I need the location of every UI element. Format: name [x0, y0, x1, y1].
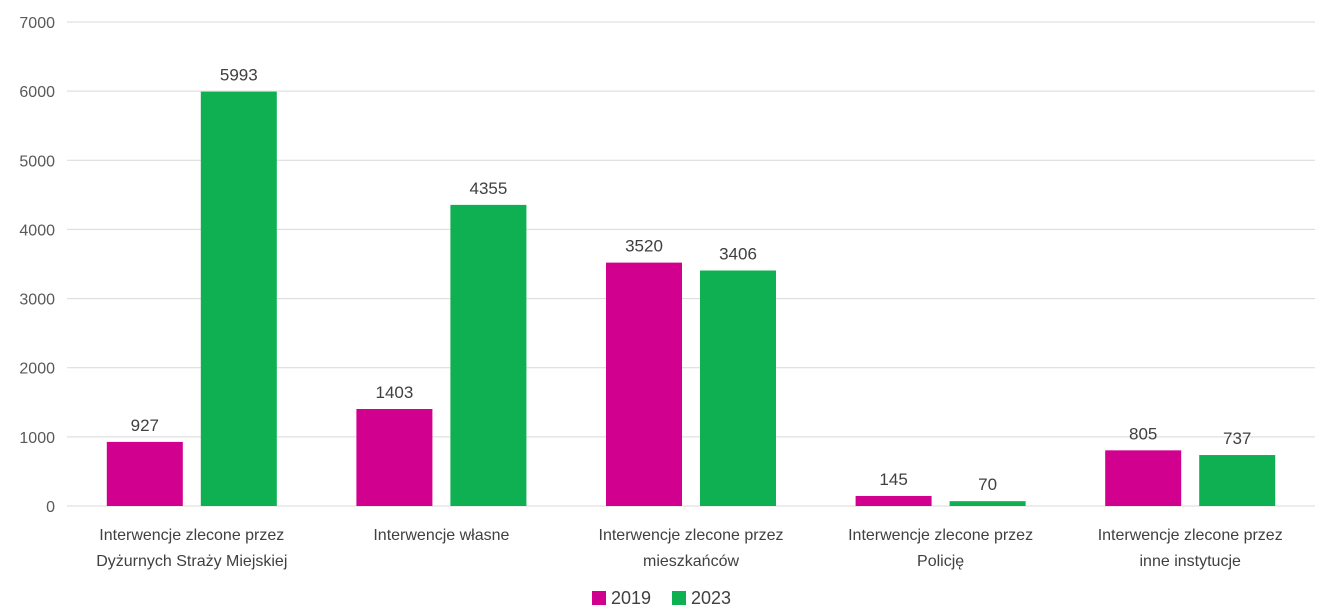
data-label: 145: [879, 470, 907, 489]
legend-swatch-2019: [592, 591, 606, 605]
x-category-label: inne instytucje: [1140, 553, 1241, 570]
bar-2019-cat0: [106, 441, 183, 506]
y-tick-label: 7000: [19, 15, 55, 32]
x-category-label: Interwencje zlecone przez: [1098, 527, 1283, 544]
y-tick-label: 4000: [19, 222, 55, 239]
bar-2023-cat4: [1199, 455, 1276, 506]
x-category-label: Policję: [917, 553, 964, 570]
data-label: 805: [1129, 424, 1157, 443]
legend-swatch-2023: [672, 591, 686, 605]
data-label: 3406: [719, 244, 757, 263]
y-tick-label: 0: [46, 499, 55, 516]
bar-2023-cat2: [700, 270, 776, 506]
y-tick-label: 5000: [19, 153, 55, 170]
x-category-label: Interwencje zlecone przez: [99, 527, 284, 544]
data-label: 3520: [625, 237, 663, 256]
y-tick-label: 1000: [19, 430, 55, 447]
data-label: 1403: [375, 383, 413, 402]
bar-2019-cat1: [356, 408, 433, 506]
x-category-label: Interwencje zlecone przez: [848, 527, 1033, 544]
data-label: 927: [131, 416, 159, 435]
bar-2023-cat1: [450, 204, 527, 506]
x-category-label: Interwencje własne: [373, 527, 509, 544]
data-label: 70: [978, 475, 997, 494]
bar-2019-cat2: [606, 262, 682, 506]
x-category-label: Dyżurnych Straży Miejskiej: [96, 553, 287, 570]
data-label: 737: [1223, 429, 1251, 448]
bar-2023-cat0: [200, 91, 277, 506]
bar-2023-cat3: [949, 501, 1026, 506]
legend-label: 2023: [691, 588, 731, 608]
data-label: 5993: [220, 66, 258, 85]
bar-2019-cat3: [855, 495, 932, 506]
y-tick-label: 2000: [19, 361, 55, 378]
y-tick-label: 3000: [19, 292, 55, 309]
bar-2019-cat4: [1105, 450, 1182, 506]
y-tick-label: 6000: [19, 84, 55, 101]
x-category-label: mieszkańców: [643, 553, 739, 570]
x-category-label: Interwencje zlecone przez: [599, 527, 784, 544]
legend-label: 2019: [611, 588, 651, 608]
data-label: 4355: [469, 179, 507, 198]
